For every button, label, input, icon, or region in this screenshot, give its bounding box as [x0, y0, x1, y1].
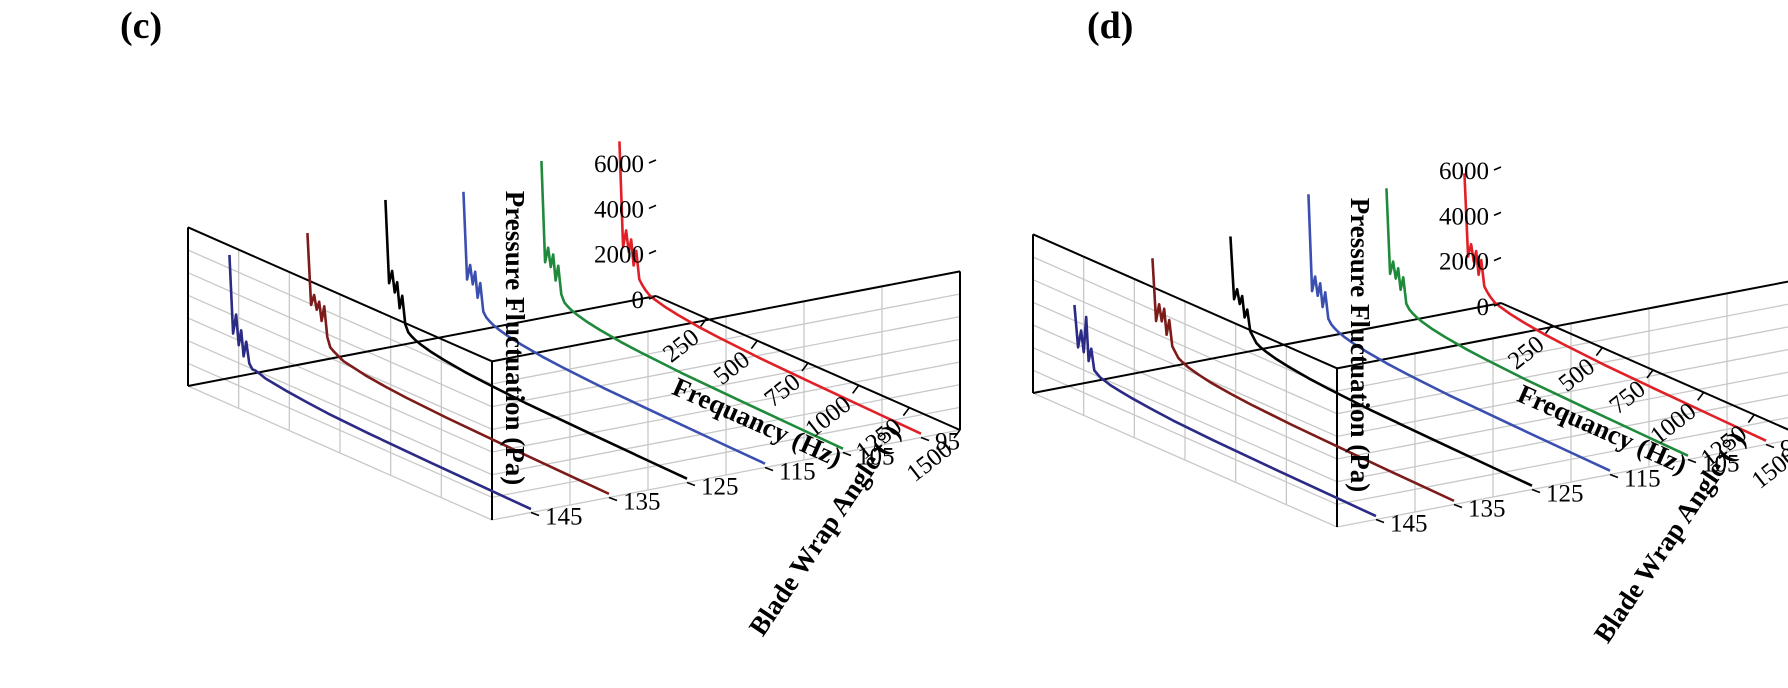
series-line-115 — [462, 191, 766, 465]
x-tick — [750, 340, 758, 350]
z-tick — [1493, 211, 1502, 217]
x-tick-label: 250 — [658, 324, 704, 368]
z-tick — [648, 159, 657, 164]
x-tick — [801, 362, 809, 372]
z-tick-label: 6000 — [594, 151, 644, 178]
axis-edge — [187, 226, 493, 363]
x-tick — [1595, 347, 1603, 357]
z-tick-label: 6000 — [1439, 158, 1489, 185]
y-axis: 95 105 115 125 135 145 — [1375, 436, 1788, 538]
z-axis: 0 2000 4000 6000 — [594, 151, 657, 314]
z-tick-label: 2000 — [1439, 249, 1489, 276]
axis-edge — [1032, 233, 1338, 370]
x-tick — [1747, 414, 1755, 424]
y-tick — [842, 451, 852, 457]
chart-panel-d: 0200040006000250500750100012501500951051… — [1032, 5, 1788, 648]
y-tick — [530, 511, 540, 517]
x-tick — [902, 407, 910, 417]
z-tick — [648, 295, 657, 300]
panel-label: (d) — [1087, 5, 1133, 47]
series-line-135 — [1151, 258, 1455, 503]
z-tick — [1493, 302, 1502, 307]
series-line-95 — [1463, 173, 1767, 442]
series-line-95 — [618, 141, 922, 435]
z-axis-title: Pressure Fluctuation (Pa) — [1345, 198, 1375, 492]
series-line-115 — [1307, 194, 1611, 472]
x-tick-label: 250 — [1503, 331, 1549, 375]
y-tick — [686, 481, 696, 487]
y-tick-label: 125 — [701, 474, 739, 501]
z-tick — [1493, 256, 1502, 262]
y-tick-label: 105 — [857, 444, 895, 471]
z-tick — [1493, 166, 1502, 171]
x-tick — [1545, 324, 1553, 334]
panel-label: (c) — [120, 5, 162, 47]
x-tick — [1646, 369, 1654, 379]
y-tick-label: 145 — [545, 504, 583, 531]
z-axis-title: Pressure Fluctuation (Pa) — [500, 191, 530, 485]
x-tick — [1697, 391, 1705, 401]
gridline-z — [187, 317, 961, 453]
y-tick — [1765, 443, 1775, 449]
y-tick — [1453, 503, 1463, 509]
series-line-125 — [384, 199, 688, 480]
x-tick — [953, 429, 961, 439]
y-tick — [920, 436, 930, 442]
x-tick-label: 750 — [760, 368, 806, 412]
z-tick — [648, 249, 657, 255]
series-group — [1073, 173, 1767, 518]
axis-edge — [1032, 302, 1502, 394]
y-tick-label: 105 — [1702, 451, 1740, 478]
y-tick-label: 135 — [1468, 496, 1506, 523]
y-tick-label: 95 — [1780, 436, 1788, 463]
series-line-105 — [540, 160, 844, 450]
chart-panel-c: 0200040006000250500750100012501500951051… — [120, 5, 961, 641]
axis-edge — [491, 270, 961, 363]
axis-edge — [1336, 280, 1788, 370]
series-line-105 — [1385, 188, 1689, 457]
z-tick-label: 0 — [1477, 294, 1490, 321]
z-tick-label: 0 — [632, 287, 645, 314]
x-tick — [852, 384, 860, 394]
axis-edge — [187, 295, 657, 387]
y-tick — [1531, 488, 1541, 494]
y-tick-label: 125 — [1546, 481, 1584, 508]
x-tick-label: 750 — [1605, 375, 1651, 419]
y-tick-label: 145 — [1390, 511, 1428, 538]
series-group — [228, 141, 922, 511]
y-tick-label: 135 — [623, 489, 661, 516]
z-tick-label: 4000 — [594, 196, 644, 223]
series-line-135 — [306, 233, 610, 496]
y-tick-label: 115 — [1624, 466, 1661, 493]
y-tick — [608, 496, 618, 502]
z-tick-label: 2000 — [594, 242, 644, 269]
y-tick — [1609, 473, 1619, 479]
z-tick — [648, 204, 657, 210]
series-line-125 — [1229, 236, 1533, 487]
y-tick-label: 95 — [935, 429, 960, 456]
y-tick — [1687, 458, 1697, 464]
y-tick — [764, 466, 774, 472]
axes-frame — [1032, 233, 1788, 527]
series-line-145 — [228, 254, 532, 511]
x-tick — [700, 317, 708, 327]
z-axis: 0 2000 4000 6000 — [1439, 158, 1502, 321]
y-tick-label: 115 — [779, 459, 816, 486]
y-axis: 95 105 115 125 135 145 — [530, 429, 960, 531]
series-line-145 — [1073, 304, 1377, 518]
y-tick — [1375, 518, 1385, 524]
z-tick-label: 4000 — [1439, 203, 1489, 230]
